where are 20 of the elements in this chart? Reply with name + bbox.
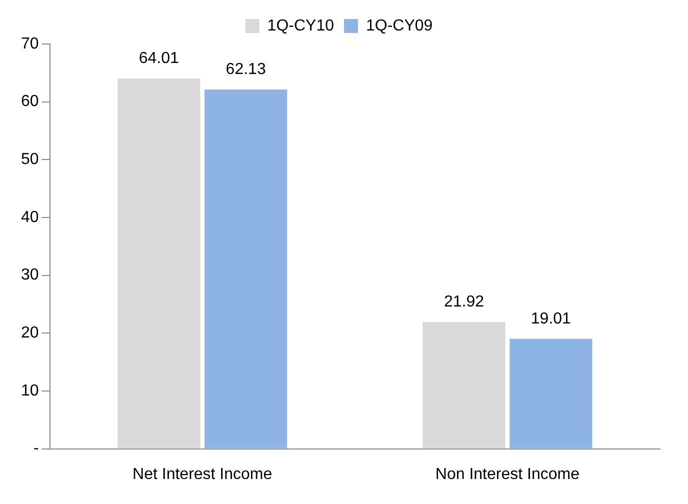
bar [118,78,200,448]
legend-label: 1Q-CY10 [267,17,334,34]
data-label: 62.13 [226,60,266,78]
x-tick-label: Non Interest Income [435,466,580,483]
y-tick-label: 50 [21,151,39,168]
data-label: 19.01 [530,310,572,328]
bar [422,322,506,448]
bar [510,338,592,448]
y-tick-label: 20 [21,324,39,342]
y-tick-label: 10 [21,382,39,400]
x-tick-label: Net Interest Income [132,466,272,483]
y-tick-label: - [33,440,39,458]
data-label: 64.01 [138,50,179,68]
y-tick-label: 30 [21,266,39,284]
y-tick-label: 60 [21,93,39,110]
legend-label: 1Q-CY09 [366,17,433,34]
data-label: 21.92 [444,293,484,310]
bar [204,90,288,448]
y-tick-label: 40 [21,208,39,226]
y-tick-label: 70 [21,35,39,52]
